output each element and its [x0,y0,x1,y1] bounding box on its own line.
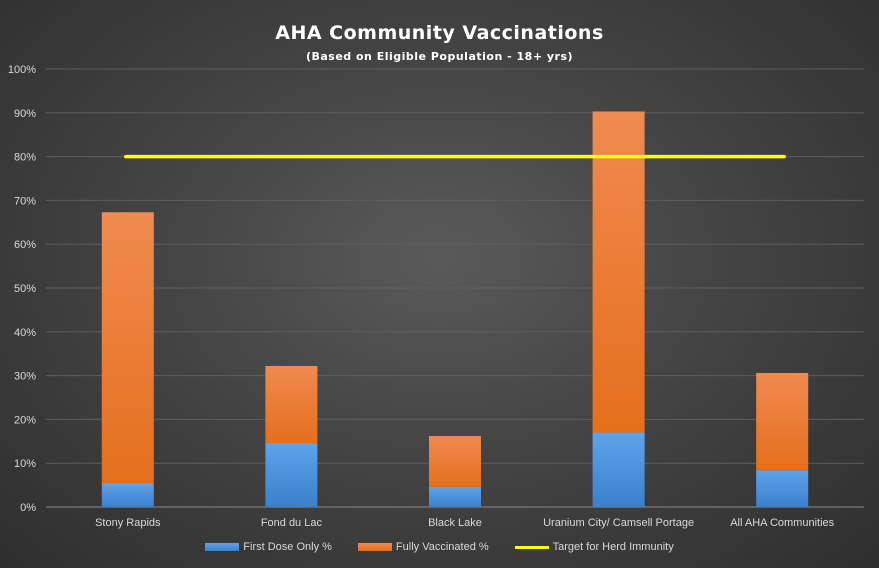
legend-item-fully-vaccinated: Fully Vaccinated % [357,541,489,553]
y-tick-label: 40% [14,327,36,339]
y-tick-label: 20% [14,414,36,426]
bar-fully-vaccinated [429,436,481,487]
x-tick-label: Stony Rapids [95,517,161,529]
bar-fully-vaccinated [101,212,154,483]
y-tick-label: 0% [20,502,36,514]
bar-first-dose [592,432,645,507]
x-tick-label: Fond du Lac [261,517,323,529]
bar-fully-vaccinated [756,372,809,471]
y-tick-label: 50% [14,283,36,295]
y-tick-label: 90% [14,108,36,120]
legend-label-fully-vaccinated: Fully Vaccinated % [395,541,489,553]
chart-legend: First Dose Only % Fully Vaccinated % Tar… [0,541,879,553]
bar-first-dose [265,443,318,507]
bar-fully-vaccinated [592,111,645,433]
x-tick-label: All AHA Communities [730,517,834,529]
bar-first-dose [429,486,481,507]
legend-swatch-target [514,545,549,549]
x-tick-label: Black Lake [428,517,482,529]
bar-first-dose [101,482,154,507]
y-tick-label: 80% [14,152,36,164]
legend-item-target: Target for Herd Immunity [514,541,674,553]
bar-fully-vaccinated [265,365,318,444]
y-tick-label: 10% [14,458,36,470]
y-tick-label: 70% [14,195,36,207]
legend-label-target: Target for Herd Immunity [552,541,674,553]
x-tick-label: Uranium City/ Camsell Portage [543,517,694,529]
legend-label-first-dose: First Dose Only % [243,541,332,553]
y-tick-label: 30% [14,371,36,383]
chart-title: AHA Community Vaccinations [275,22,604,44]
legend-swatch-first-dose [205,543,240,551]
y-tick-label: 60% [14,239,36,251]
chart-subtitle: (Based on Eligible Population - 18+ yrs) [305,50,574,63]
legend-swatch-fully-vaccinated [357,543,392,551]
y-tick-label: 100% [8,64,36,76]
legend-item-first-dose: First Dose Only % [205,541,332,553]
bar-first-dose [756,470,809,507]
